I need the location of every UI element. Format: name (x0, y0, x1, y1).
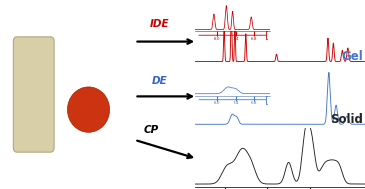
Text: Solid: Solid (330, 113, 363, 126)
FancyBboxPatch shape (14, 37, 54, 152)
Text: IDE: IDE (150, 19, 170, 29)
Text: CP: CP (143, 125, 159, 135)
Text: DE: DE (152, 76, 168, 86)
Text: Gel: Gel (342, 50, 363, 63)
Ellipse shape (68, 87, 110, 132)
